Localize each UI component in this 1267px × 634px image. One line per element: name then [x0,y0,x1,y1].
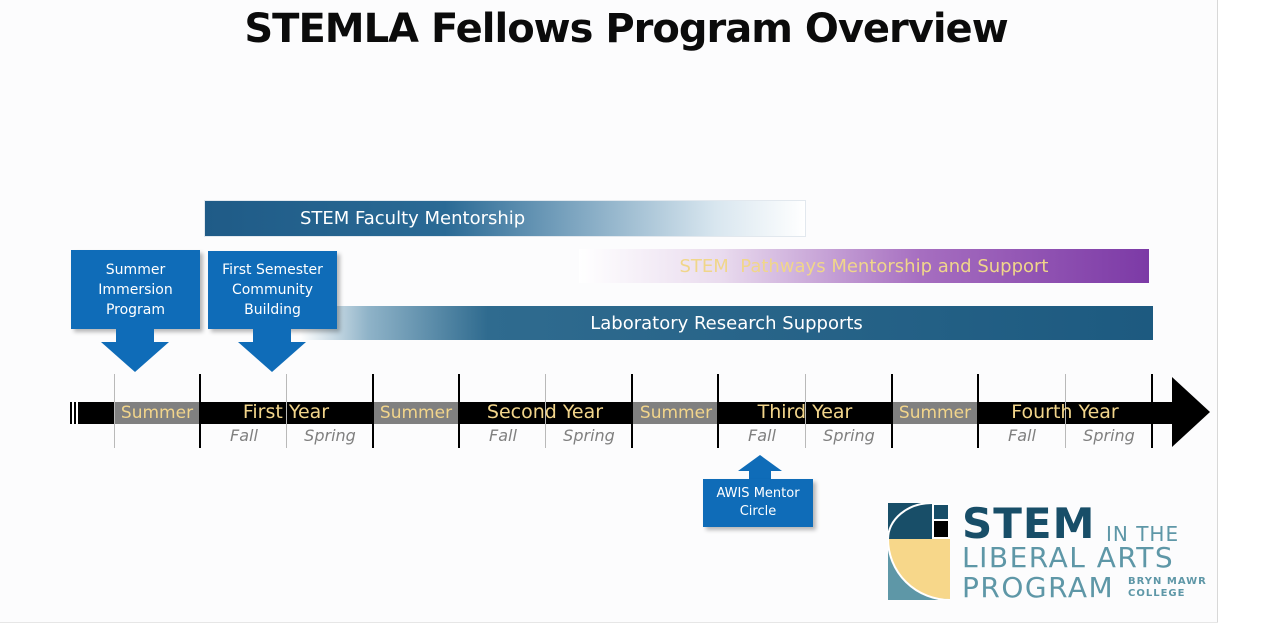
timeline-bar-start-mark [72,402,74,424]
year-label-fourth: Fourth Year [1011,401,1119,423]
logo-mark-icon [888,503,950,600]
timeline-arrow-head [1172,377,1210,447]
callout-summer-line: Summer [105,261,166,278]
callout-awis-line: AWIS Mentor [716,486,800,501]
band-faculty-label: STEM Faculty Mentorship [300,208,526,229]
callout-first-semester: First Semester Community Building [208,251,337,329]
callout-first-arrow [238,342,306,372]
callout-awis-mentor-circle: AWIS Mentor Circle [703,479,813,527]
year-label-third: Third Year [757,401,853,423]
logo-bryn-mawr-text: BRYN MAWR [1128,576,1207,587]
callout-summer-arrow-stem [116,329,154,343]
timeline-tick-minor [805,374,806,448]
timeline-tick [372,374,374,448]
callout-first-line: Community [231,282,313,298]
term-label-fall: Fall [1008,426,1036,445]
band-pathways-mentorship: STEM Pathways Mentorship and Support [579,249,1149,283]
slide-edge-bottom [0,622,1218,623]
timeline: Summer Summer Summer Summer First Year S… [70,374,1210,448]
logo-bryn-mawr: BRYN MAWR COLLEGE [1128,576,1207,600]
callout-first-line: Building [244,302,301,318]
term-label-spring: Spring [1083,426,1135,445]
term-label-spring: Spring [563,426,615,445]
timeline-tick-minor [114,374,115,448]
term-label-spring: Spring [823,426,875,445]
timeline-tick [891,374,893,448]
year-label-second: Second Year [486,401,604,423]
summer-block: Summer [633,402,719,424]
callout-summer-arrow [101,342,169,372]
timeline-tick [1151,374,1153,448]
term-label-fall: Fall [748,426,776,445]
timeline-tick [977,374,979,448]
logo-inthe-text: IN THE [1106,522,1180,546]
timeline-tick-minor [545,374,546,448]
timeline-tick [199,374,201,448]
term-label-fall: Fall [489,426,517,445]
timeline-tick [458,374,460,448]
slide-edge-right [1217,0,1218,622]
year-label-first: First Year [242,401,330,423]
callout-summer-line: Immersion [98,281,173,298]
callout-awis-line: Circle [739,504,777,519]
summer-block: Summer [114,402,200,424]
logo-liberal-arts-text: LIBERAL ARTS [962,541,1175,574]
term-label-spring: Spring [304,426,356,445]
band-pathways-label: STEM Pathways Mentorship and Support [679,255,1049,277]
callout-awis-arrow [738,455,782,471]
logo-college-text: COLLEGE [1128,588,1186,599]
logo-stem-text: STEM [962,499,1096,548]
timeline-tick-minor [286,374,287,448]
timeline-bar-start-mark [76,402,78,424]
timeline-tick [717,374,719,448]
term-label-fall: Fall [230,426,258,445]
logo-program-text: PROGRAM [962,571,1115,604]
band-faculty-mentorship: STEM Faculty Mentorship [204,200,806,237]
band-lab-label: Laboratory Research Supports [590,312,863,334]
stemla-logo: STEM IN THE LIBERAL ARTS PROGRAM BRYN MA… [888,499,1218,604]
callout-summer-line: Program [105,301,166,318]
timeline-tick [631,374,633,448]
page-title: STEMLA Fellows Program Overview [244,6,1008,52]
timeline-tick-minor [1065,374,1066,448]
callout-first-line: First Semester [222,262,323,278]
callout-first-arrow-stem [253,329,291,343]
callout-summer-immersion: Summer Immersion Program [71,250,200,329]
summer-block: Summer [892,402,978,424]
summer-block: Summer [373,402,459,424]
callout-awis-arrow-stem [749,470,771,480]
band-lab-research: Laboratory Research Supports [300,306,1153,340]
